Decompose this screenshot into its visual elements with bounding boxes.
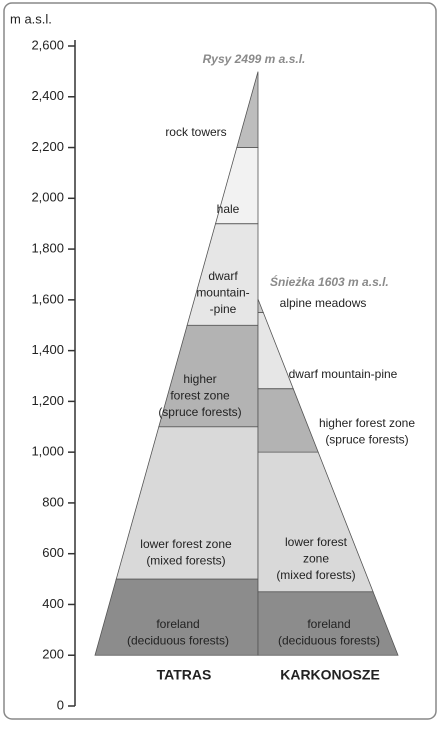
zone-label: rock towers <box>165 125 226 139</box>
y-tick-label: 1,600 <box>31 291 64 306</box>
y-tick-label: 0 <box>57 697 64 712</box>
y-tick-label: 2,000 <box>31 190 64 205</box>
y-tick-label: 1,200 <box>31 393 64 408</box>
zone-label: forest zone <box>170 389 230 403</box>
y-tick-label: 2,400 <box>31 88 64 103</box>
zone-label: zone <box>303 552 329 566</box>
zone-label: foreland <box>307 617 350 631</box>
y-tick-label: 2,600 <box>31 37 64 52</box>
mountain-name: KARKONOSZE <box>280 667 380 683</box>
zone <box>257 298 264 313</box>
zone-label: alpine meadows <box>280 296 367 310</box>
zone-label: higher forest zone <box>319 416 415 430</box>
y-tick-label: 1,400 <box>31 342 64 357</box>
zone-label: foreland <box>156 617 199 631</box>
y-tick-label: 800 <box>42 494 64 509</box>
zone-label: (deciduous forests) <box>278 634 380 648</box>
zone-label: (deciduous forests) <box>127 634 229 648</box>
peak-label: Rysy 2499 m a.s.l. <box>203 52 306 66</box>
y-tick-label: 2,200 <box>31 139 64 154</box>
mountain-name: TATRAS <box>157 667 212 683</box>
zone-label: hale <box>217 202 240 216</box>
y-tick-label: 200 <box>42 647 64 662</box>
zone-label: dwarf mountain-pine <box>289 367 398 381</box>
zone-label: (spruce forests) <box>158 405 241 419</box>
zone-label: mountain- <box>196 286 249 300</box>
y-tick-label: 600 <box>42 545 64 560</box>
zone-label: higher <box>183 372 216 386</box>
zone-label: -pine <box>210 302 237 316</box>
zone-label: (mixed forests) <box>146 554 225 568</box>
zone-label: (mixed forests) <box>276 568 355 582</box>
y-tick-label: 400 <box>42 596 64 611</box>
y-tick-label: 1,000 <box>31 444 64 459</box>
peak-label: Śnieżka 1603 m a.s.l. <box>270 274 389 289</box>
zone-label: lower forest zone <box>140 537 232 551</box>
zone-label: dwarf <box>208 269 238 283</box>
y-tick-label: 1,800 <box>31 241 64 256</box>
zone <box>236 71 259 148</box>
zone-label: (spruce forests) <box>325 433 408 447</box>
zone-label: lower forest <box>285 535 348 549</box>
axis-title: m a.s.l. <box>10 11 52 26</box>
